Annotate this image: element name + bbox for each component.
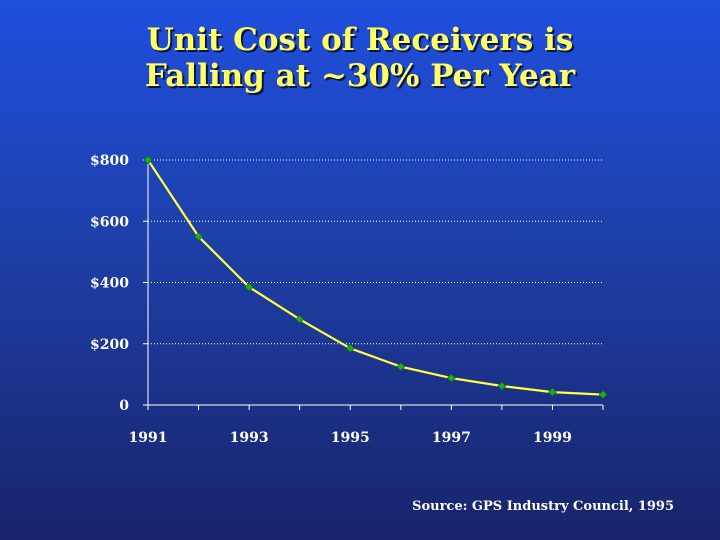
y-tick-label: $200 xyxy=(90,337,129,353)
y-tick-label: $800 xyxy=(90,153,129,169)
y-tick-label: 0 xyxy=(119,398,129,414)
source-note: Source: GPS Industry Council, 1995 xyxy=(412,499,674,514)
data-point xyxy=(244,282,254,292)
data-point xyxy=(194,232,203,241)
axes xyxy=(143,158,604,410)
slide-title: Unit Cost of Receivers is Falling at ~30… xyxy=(0,22,720,94)
series-line xyxy=(147,159,604,396)
y-tick-label: $400 xyxy=(90,276,129,292)
data-point xyxy=(548,387,557,397)
title-line-2: Falling at ~30% Per Year xyxy=(144,58,576,94)
data-point xyxy=(598,390,608,400)
data-point xyxy=(143,155,153,165)
x-tick-label: 1997 xyxy=(432,430,471,446)
y-tick-label: $600 xyxy=(90,214,129,230)
tick-labels: 0 $200 $400 $600 $800 1991 1993 1995 1997 1999 xyxy=(90,153,572,446)
data-point xyxy=(345,343,355,353)
series-layer xyxy=(143,155,608,400)
data-point xyxy=(497,381,507,391)
data-point xyxy=(396,362,406,372)
x-tick-label: 1991 xyxy=(129,430,168,446)
x-tick-label: 1993 xyxy=(230,430,269,446)
gridlines xyxy=(148,159,603,345)
x-tick-label: 1995 xyxy=(331,430,370,446)
data-point xyxy=(295,314,305,324)
x-tick-label: 1999 xyxy=(533,430,572,446)
title-line-1: Unit Cost of Receivers is xyxy=(146,22,574,58)
data-point xyxy=(446,373,456,383)
